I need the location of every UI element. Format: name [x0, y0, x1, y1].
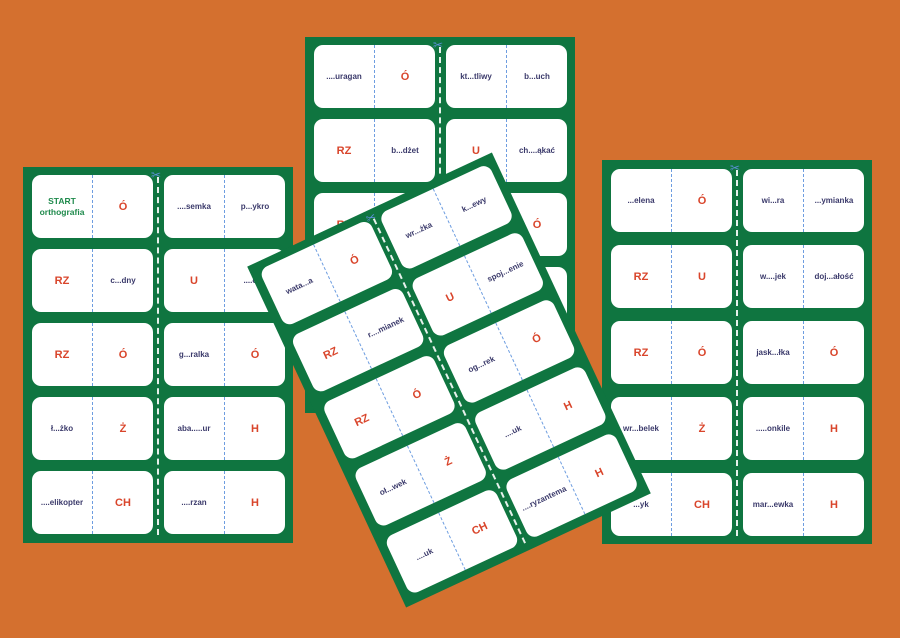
card-right-letter: CH	[115, 496, 131, 509]
card-right-letter: U	[698, 270, 706, 283]
card-right-word: ch....ąkać	[518, 146, 556, 155]
card-right-letter: Ż	[119, 422, 127, 435]
card-left-word: aba.....ur	[164, 397, 225, 460]
card-right-letter: CH	[694, 498, 710, 511]
card-left-letter: U	[446, 119, 507, 182]
domino-sheet: ✂ START orthografia Ó ....semka p...ykro RZ c.…	[23, 167, 293, 543]
card-left-word: ....elikopter	[32, 471, 93, 534]
scissors-icon: ✂	[433, 38, 444, 52]
card-right-word: p...ykro	[240, 202, 270, 211]
card-left-word: ...elena	[611, 169, 672, 232]
domino-card[interactable]: RZ Ó	[32, 323, 153, 386]
card-left-letter: RZ	[314, 119, 375, 182]
card-right-letter: H	[251, 496, 259, 509]
card-right-letter: Ó	[829, 346, 839, 359]
cut-line	[736, 170, 738, 536]
card-right-letter: H	[830, 498, 838, 511]
card-left-word: ł...żko	[32, 397, 93, 460]
scissors-icon: ✂	[151, 168, 162, 182]
domino-card[interactable]: ....elikopter CH	[32, 471, 153, 534]
card-right-letter: H	[830, 422, 838, 435]
card-left-word: mar...ewka	[743, 473, 804, 536]
domino-card[interactable]: w....jek doj...ałość	[743, 245, 864, 308]
card-left-word: wi...ra	[743, 169, 804, 232]
card-right-letter: Ó	[400, 70, 410, 83]
card-left-word: ....semka	[164, 175, 225, 238]
card-right-letter: Ó	[697, 346, 707, 359]
domino-card[interactable]: kt...tliwy b...uch	[446, 45, 567, 108]
domino-card[interactable]: ....semka p...ykro	[164, 175, 285, 238]
domino-card[interactable]: ...elena Ó	[611, 169, 732, 232]
domino-card[interactable]: jask...łka Ó	[743, 321, 864, 384]
card-right-letter: Ó	[118, 348, 128, 361]
card-right-letter: Ó	[118, 200, 128, 213]
card-left-word: g...ralka	[164, 323, 225, 386]
domino-card[interactable]: mar...ewka H	[743, 473, 864, 536]
card-right-word: ...ymianka	[814, 196, 854, 205]
card-right-letter: Ż	[698, 422, 706, 435]
card-left-word: jask...łka	[743, 321, 804, 384]
card-left-word: kt...tliwy	[446, 45, 507, 108]
domino-card[interactable]: RZ U	[611, 245, 732, 308]
card-right-letter: Ó	[250, 348, 260, 361]
card-right-letter: H	[251, 422, 259, 435]
card-left-letter: RZ	[611, 245, 672, 308]
domino-card[interactable]: RZ Ó	[611, 321, 732, 384]
domino-card[interactable]: ....rzan H	[164, 471, 285, 534]
card-left-letter: RZ	[32, 323, 93, 386]
card-left-letter: RZ	[32, 249, 93, 312]
domino-card[interactable]: ł...żko Ż	[32, 397, 153, 460]
card-right-letter: Ó	[697, 194, 707, 207]
card-left-word: START orthografia	[32, 175, 93, 238]
domino-card[interactable]: aba.....ur H	[164, 397, 285, 460]
card-left-word: ....uragan	[314, 45, 375, 108]
card-left-letter: RZ	[611, 321, 672, 384]
card-left-word: ....rzan	[164, 471, 225, 534]
card-left-letter: U	[164, 249, 225, 312]
card-left-word: ...yk	[611, 473, 672, 536]
cut-line	[157, 177, 159, 535]
card-right-word: doj...ałość	[814, 272, 854, 281]
domino-card[interactable]: wi...ra ...ymianka	[743, 169, 864, 232]
domino-card[interactable]: wr...belek Ż	[611, 397, 732, 460]
domino-card[interactable]: START orthografia Ó	[32, 175, 153, 238]
domino-card[interactable]: RZ c...dny	[32, 249, 153, 312]
domino-card[interactable]: g...ralka Ó	[164, 323, 285, 386]
card-left-word: w....jek	[743, 245, 804, 308]
domino-card[interactable]: ....uragan Ó	[314, 45, 435, 108]
domino-card[interactable]: RZ b...dżet	[314, 119, 435, 182]
domino-card[interactable]: .....onkile H	[743, 397, 864, 460]
card-left-word: wr...belek	[611, 397, 672, 460]
card-right-letter: Ó	[532, 218, 542, 231]
scissors-icon: ✂	[730, 161, 741, 175]
card-right-word: b...dżet	[391, 146, 419, 155]
card-right-word: c...dny	[110, 276, 136, 285]
card-right-word: b...uch	[524, 72, 550, 81]
card-left-word: .....onkile	[743, 397, 804, 460]
